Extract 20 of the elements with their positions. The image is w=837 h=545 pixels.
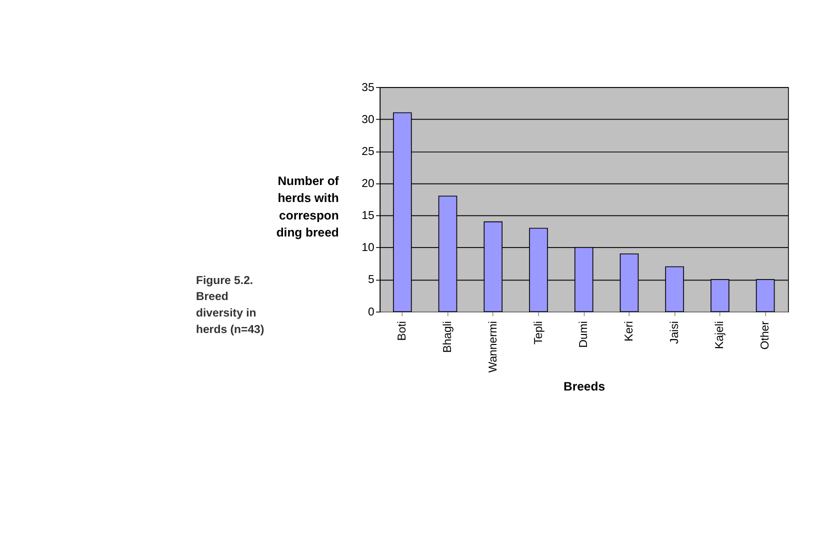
x-tick-label: Wannermi (487, 321, 500, 373)
x-axis-title: Breeds (564, 380, 606, 394)
y-tick-label: 30 (362, 114, 374, 126)
x-tick-label: Tepli (532, 321, 545, 345)
y-tick-label: 20 (362, 178, 374, 190)
x-tick-label: Kajeli (714, 321, 726, 349)
y-tick-label: 25 (362, 146, 374, 158)
caption: Figure 5.2. Breed diversity in herds (n=43) (196, 274, 264, 336)
x-tick-label: Other (760, 320, 772, 350)
y-tick-label: 10 (362, 242, 374, 254)
y-tick-label: 35 (362, 82, 374, 94)
x-tick-label: Keri (623, 321, 636, 342)
y-tick-label: 0 (368, 306, 374, 318)
x-tick-label: Jaisi (668, 321, 681, 344)
x-tick-label: Bhagli (442, 321, 454, 353)
y-tick-label: 15 (362, 210, 374, 222)
y-tick-label: 5 (368, 274, 374, 286)
y-axis-title: Number of herds with correspon ding breed (276, 174, 340, 240)
x-tick-label: Dumi (578, 321, 590, 348)
x-tick-label: Boti (396, 321, 409, 341)
